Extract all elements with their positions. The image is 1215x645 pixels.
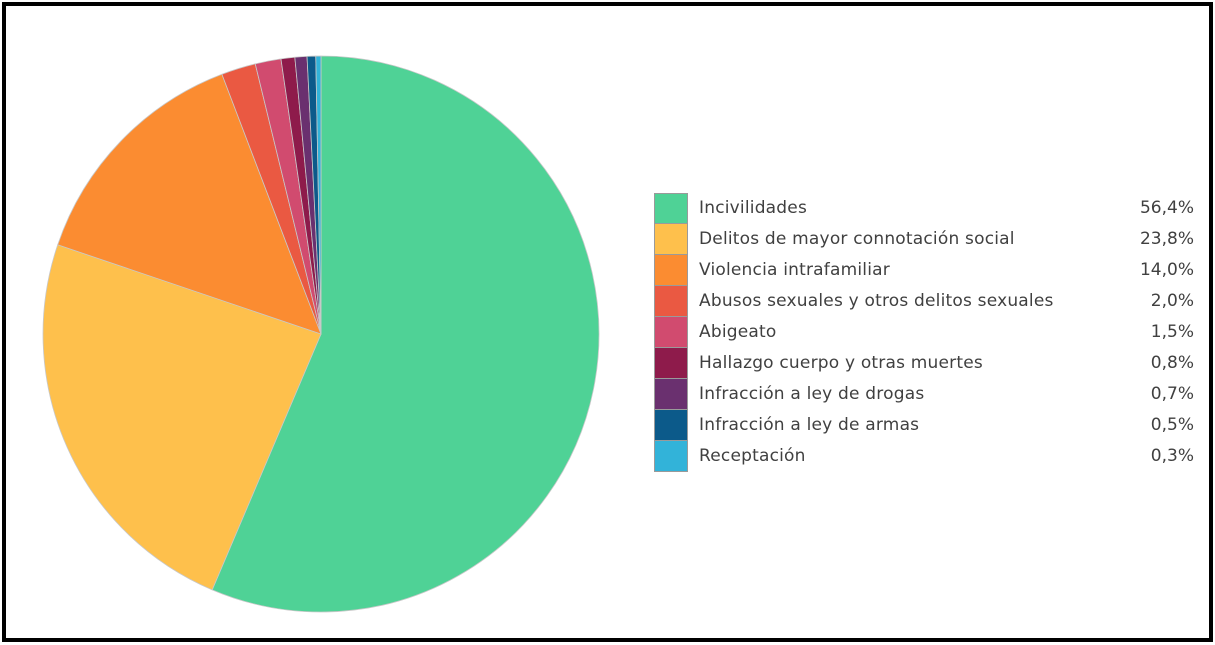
legend-value: 0,3% <box>1150 446 1194 466</box>
legend-item: Violencia intrafamiliar 14,0% <box>654 255 1194 286</box>
pie-slice-8 <box>315 55 322 335</box>
legend-item: Incivilidades 56,4% <box>654 193 1194 224</box>
legend-label: Violencia intrafamiliar <box>699 260 890 280</box>
legend-value: 23,8% <box>1139 229 1194 249</box>
legend-value: 0,7% <box>1150 384 1194 404</box>
legend-swatch <box>654 317 688 348</box>
legend-value: 2,0% <box>1150 291 1194 311</box>
legend-value: 0,5% <box>1150 415 1194 435</box>
legend-swatch <box>654 286 688 317</box>
legend-swatch <box>654 441 688 472</box>
legend-swatch <box>654 255 688 286</box>
legend: Incivilidades 56,4% Delitos de mayor conno… <box>654 193 1194 472</box>
legend-value: 14,0% <box>1139 260 1194 280</box>
legend-item: Hallazgo cuerpo y otras muertes 0,8% <box>654 348 1194 379</box>
legend-item: Receptación 0,3% <box>654 441 1194 472</box>
legend-label: Abusos sexuales y otros delitos sexuales <box>699 291 1054 311</box>
legend-label: Infracción a ley de drogas <box>699 384 925 404</box>
legend-label: Abigeato <box>699 322 777 342</box>
legend-label: Delitos de mayor connotación social <box>699 229 1015 249</box>
pie-slice-0 <box>211 55 600 613</box>
legend-swatch <box>654 224 688 255</box>
legend-item: Infracción a ley de drogas 0,7% <box>654 379 1194 410</box>
legend-label: Infracción a ley de armas <box>699 415 920 435</box>
legend-swatch <box>654 348 688 379</box>
legend-swatch <box>654 410 688 441</box>
legend-item: Abigeato 1,5% <box>654 317 1194 348</box>
pie-slice-1 <box>42 244 322 591</box>
legend-swatch <box>654 193 688 224</box>
legend-swatch <box>654 379 688 410</box>
legend-label: Hallazgo cuerpo y otras muertes <box>699 353 983 373</box>
legend-value: 1,5% <box>1150 322 1194 342</box>
legend-value: 56,4% <box>1139 198 1194 218</box>
legend-value: 0,8% <box>1150 353 1194 373</box>
legend-label: Receptación <box>699 446 806 466</box>
legend-item: Delitos de mayor connotación social 23,8% <box>654 224 1194 255</box>
legend-label: Incivilidades <box>699 198 808 218</box>
pie-chart <box>42 55 600 613</box>
pie-slice-2 <box>57 73 322 335</box>
legend-item: Infracción a ley de armas 0,5% <box>654 410 1194 441</box>
legend-item: Abusos sexuales y otros delitos sexuales… <box>654 286 1194 317</box>
